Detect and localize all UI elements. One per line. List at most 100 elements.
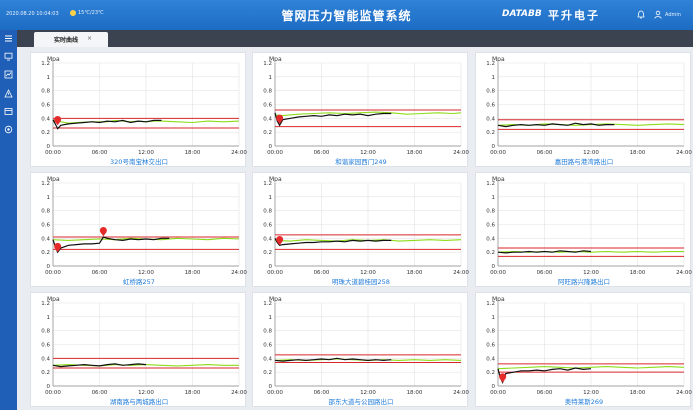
x-tick-label: 24:00 xyxy=(453,270,469,276)
chart-icon[interactable] xyxy=(4,70,13,79)
close-icon[interactable]: × xyxy=(87,35,93,42)
y-tick-label: 0.4 xyxy=(41,236,50,242)
alarm-icon[interactable] xyxy=(4,89,13,98)
y-tick-label: 1.2 xyxy=(486,181,495,187)
x-tick-label: 00:00 xyxy=(490,150,506,156)
pressure-chart-panel[interactable]: 0 0.2 0.4 0.6 0.8 1 1.2 00:00 06:00 12:00 18:00 24:… xyxy=(252,52,469,167)
datetime: 2020.08.20 10:04:03 xyxy=(6,11,59,17)
series-line-black xyxy=(52,236,170,254)
unit-label: Mpa xyxy=(269,296,282,303)
station-name: 和谐家园西门249 xyxy=(335,157,386,166)
sun-icon xyxy=(70,10,76,16)
station-name: 嘉田路与港湾路出口 xyxy=(555,157,614,166)
y-tick-label: 0.6 xyxy=(263,343,272,349)
y-tick-label: 0.6 xyxy=(486,343,495,349)
y-tick-label: 1 xyxy=(269,195,273,201)
y-tick-label: 0.8 xyxy=(263,89,272,95)
y-tick-label: 0 xyxy=(492,384,496,390)
menu-icon[interactable] xyxy=(4,34,13,43)
pressure-chart: 0 0.2 0.4 0.6 0.8 1 1.2 00:00 06:00 12:00 18:00 24:… xyxy=(486,176,692,286)
x-tick-label: 12:00 xyxy=(138,390,154,396)
series-line-black xyxy=(52,119,162,130)
weather-text: 15℃/23℃ xyxy=(78,10,104,16)
y-tick-label: 0.8 xyxy=(486,329,495,335)
unit-label: Mpa xyxy=(492,296,505,303)
x-tick-label: 06:00 xyxy=(314,150,330,156)
unit-label: Mpa xyxy=(47,296,60,303)
unit-label: Mpa xyxy=(269,176,282,183)
y-tick-label: 0.4 xyxy=(41,356,50,362)
pressure-chart: 0 0.2 0.4 0.6 0.8 1 1.2 00:00 06:00 12:00 18:00 24:… xyxy=(41,296,247,406)
pressure-chart-panel[interactable]: 0 0.2 0.4 0.6 0.8 1 1.2 00:00 06:00 12:00 18:00 24:… xyxy=(475,172,692,287)
settings-icon[interactable] xyxy=(4,125,13,134)
x-tick-label: 18:00 xyxy=(630,390,646,396)
bell-icon[interactable] xyxy=(637,10,645,19)
station-name: 邵东大道与公园路出口 xyxy=(329,397,394,406)
x-tick-label: 24:00 xyxy=(676,150,692,156)
station-name: 奥特莱斯269 xyxy=(565,397,603,406)
station-name: 湖南路与两城路出口 xyxy=(110,397,169,406)
y-tick-label: 0.2 xyxy=(486,130,495,136)
pressure-chart: 0 0.2 0.4 0.6 0.8 1 1.2 00:00 06:00 12:00 18:00 24:… xyxy=(263,176,469,286)
alarm-marker-icon xyxy=(99,226,107,237)
report-icon[interactable] xyxy=(4,107,13,116)
y-tick-label: 0.8 xyxy=(263,209,272,215)
pressure-chart-panel[interactable]: 0 0.2 0.4 0.6 0.8 1 1.2 00:00 06:00 12:00 18:00 24:… xyxy=(30,172,247,287)
alarm-marker-icon xyxy=(276,235,284,246)
pressure-chart: 0 0.2 0.4 0.6 0.8 1 1.2 00:00 06:00 12:00 18:00 24:… xyxy=(41,176,247,286)
y-tick-label: 0.2 xyxy=(486,370,495,376)
y-tick-label: 1 xyxy=(269,315,273,321)
x-tick-label: 18:00 xyxy=(185,150,201,156)
y-tick-label: 0.2 xyxy=(41,250,50,256)
pressure-chart: 0 0.2 0.4 0.6 0.8 1 1.2 00:00 06:00 12:00 18:00 24:… xyxy=(263,296,469,406)
tab-bar: 实时曲线 × xyxy=(17,30,693,47)
pressure-chart-panel[interactable]: 0 0.2 0.4 0.6 0.8 1 1.2 00:00 06:00 12:00 18:00 24:… xyxy=(252,292,469,407)
y-tick-label: 0.8 xyxy=(41,89,50,95)
station-name: 虹桥路257 xyxy=(123,277,155,286)
x-tick-label: 00:00 xyxy=(267,390,283,396)
x-tick-label: 24:00 xyxy=(676,270,692,276)
y-tick-label: 1.2 xyxy=(263,301,272,307)
unit-label: Mpa xyxy=(269,56,282,63)
y-tick-label: 0.4 xyxy=(486,116,495,122)
alarm-marker-icon xyxy=(54,115,62,126)
pressure-chart-panel[interactable]: 0 0.2 0.4 0.6 0.8 1 1.2 00:00 06:00 12:00 18:00 24:… xyxy=(30,52,247,167)
y-tick-label: 0.6 xyxy=(263,223,272,229)
tab-realtime-curve[interactable]: 实时曲线 × xyxy=(34,32,108,47)
x-tick-label: 18:00 xyxy=(630,150,646,156)
x-tick-label: 06:00 xyxy=(314,270,330,276)
pressure-chart-panel[interactable]: 0 0.2 0.4 0.6 0.8 1 1.2 00:00 06:00 12:00 18:00 24:… xyxy=(252,172,469,287)
pressure-chart-panel[interactable]: 0 0.2 0.4 0.6 0.8 1 1.2 00:00 06:00 12:00 18:00 24:… xyxy=(30,292,247,407)
pressure-chart-panel[interactable]: 0 0.2 0.4 0.6 0.8 1 1.2 00:00 06:00 12:00 18:00 24:… xyxy=(475,292,692,407)
x-tick-label: 00:00 xyxy=(490,390,506,396)
y-tick-label: 1 xyxy=(492,315,496,321)
user-name[interactable]: Admin xyxy=(665,12,681,18)
y-tick-label: 1 xyxy=(269,75,273,81)
y-tick-label: 0 xyxy=(492,144,496,150)
x-tick-label: 18:00 xyxy=(630,270,646,276)
y-tick-label: 0.2 xyxy=(486,250,495,256)
pressure-chart: 0 0.2 0.4 0.6 0.8 1 1.2 00:00 06:00 12:00 18:00 24:… xyxy=(486,56,692,166)
pressure-chart-panel[interactable]: 0 0.2 0.4 0.6 0.8 1 1.2 00:00 06:00 12:00 18:00 24:… xyxy=(475,52,692,167)
series-line-black xyxy=(274,357,392,362)
x-tick-label: 24:00 xyxy=(231,150,247,156)
user-icon[interactable] xyxy=(654,10,662,19)
y-tick-label: 0.2 xyxy=(41,370,50,376)
y-tick-label: 0.6 xyxy=(263,103,272,109)
x-tick-label: 00:00 xyxy=(267,150,283,156)
monitor-icon[interactable] xyxy=(4,52,13,61)
series-line-green xyxy=(274,111,462,117)
y-tick-label: 1 xyxy=(492,195,496,201)
y-tick-label: 0.4 xyxy=(486,236,495,242)
y-tick-label: 0.8 xyxy=(41,209,50,215)
x-tick-label: 24:00 xyxy=(231,390,247,396)
y-tick-label: 0.2 xyxy=(263,370,272,376)
y-tick-label: 1 xyxy=(492,75,496,81)
x-tick-label: 06:00 xyxy=(314,390,330,396)
y-tick-label: 0 xyxy=(47,384,51,390)
x-tick-label: 18:00 xyxy=(185,270,201,276)
x-tick-label: 00:00 xyxy=(45,270,61,276)
station-name: 阿旺路兴隆路出口 xyxy=(558,277,610,286)
y-tick-label: 0 xyxy=(47,144,51,150)
x-tick-label: 06:00 xyxy=(537,390,553,396)
